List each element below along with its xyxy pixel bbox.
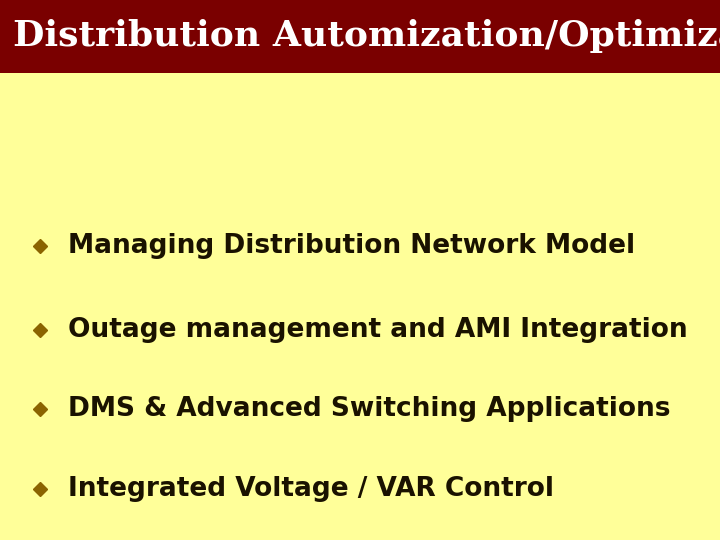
Text: Distribution Automization/Optimization: Distribution Automization/Optimization — [13, 19, 720, 53]
Text: Outage management and AMI Integration: Outage management and AMI Integration — [68, 317, 688, 343]
Text: Managing Distribution Network Model: Managing Distribution Network Model — [68, 233, 636, 259]
Text: DMS & Advanced Switching Applications: DMS & Advanced Switching Applications — [68, 396, 671, 422]
Text: Integrated Voltage / VAR Control: Integrated Voltage / VAR Control — [68, 476, 554, 502]
Bar — [0, 0, 720, 73]
